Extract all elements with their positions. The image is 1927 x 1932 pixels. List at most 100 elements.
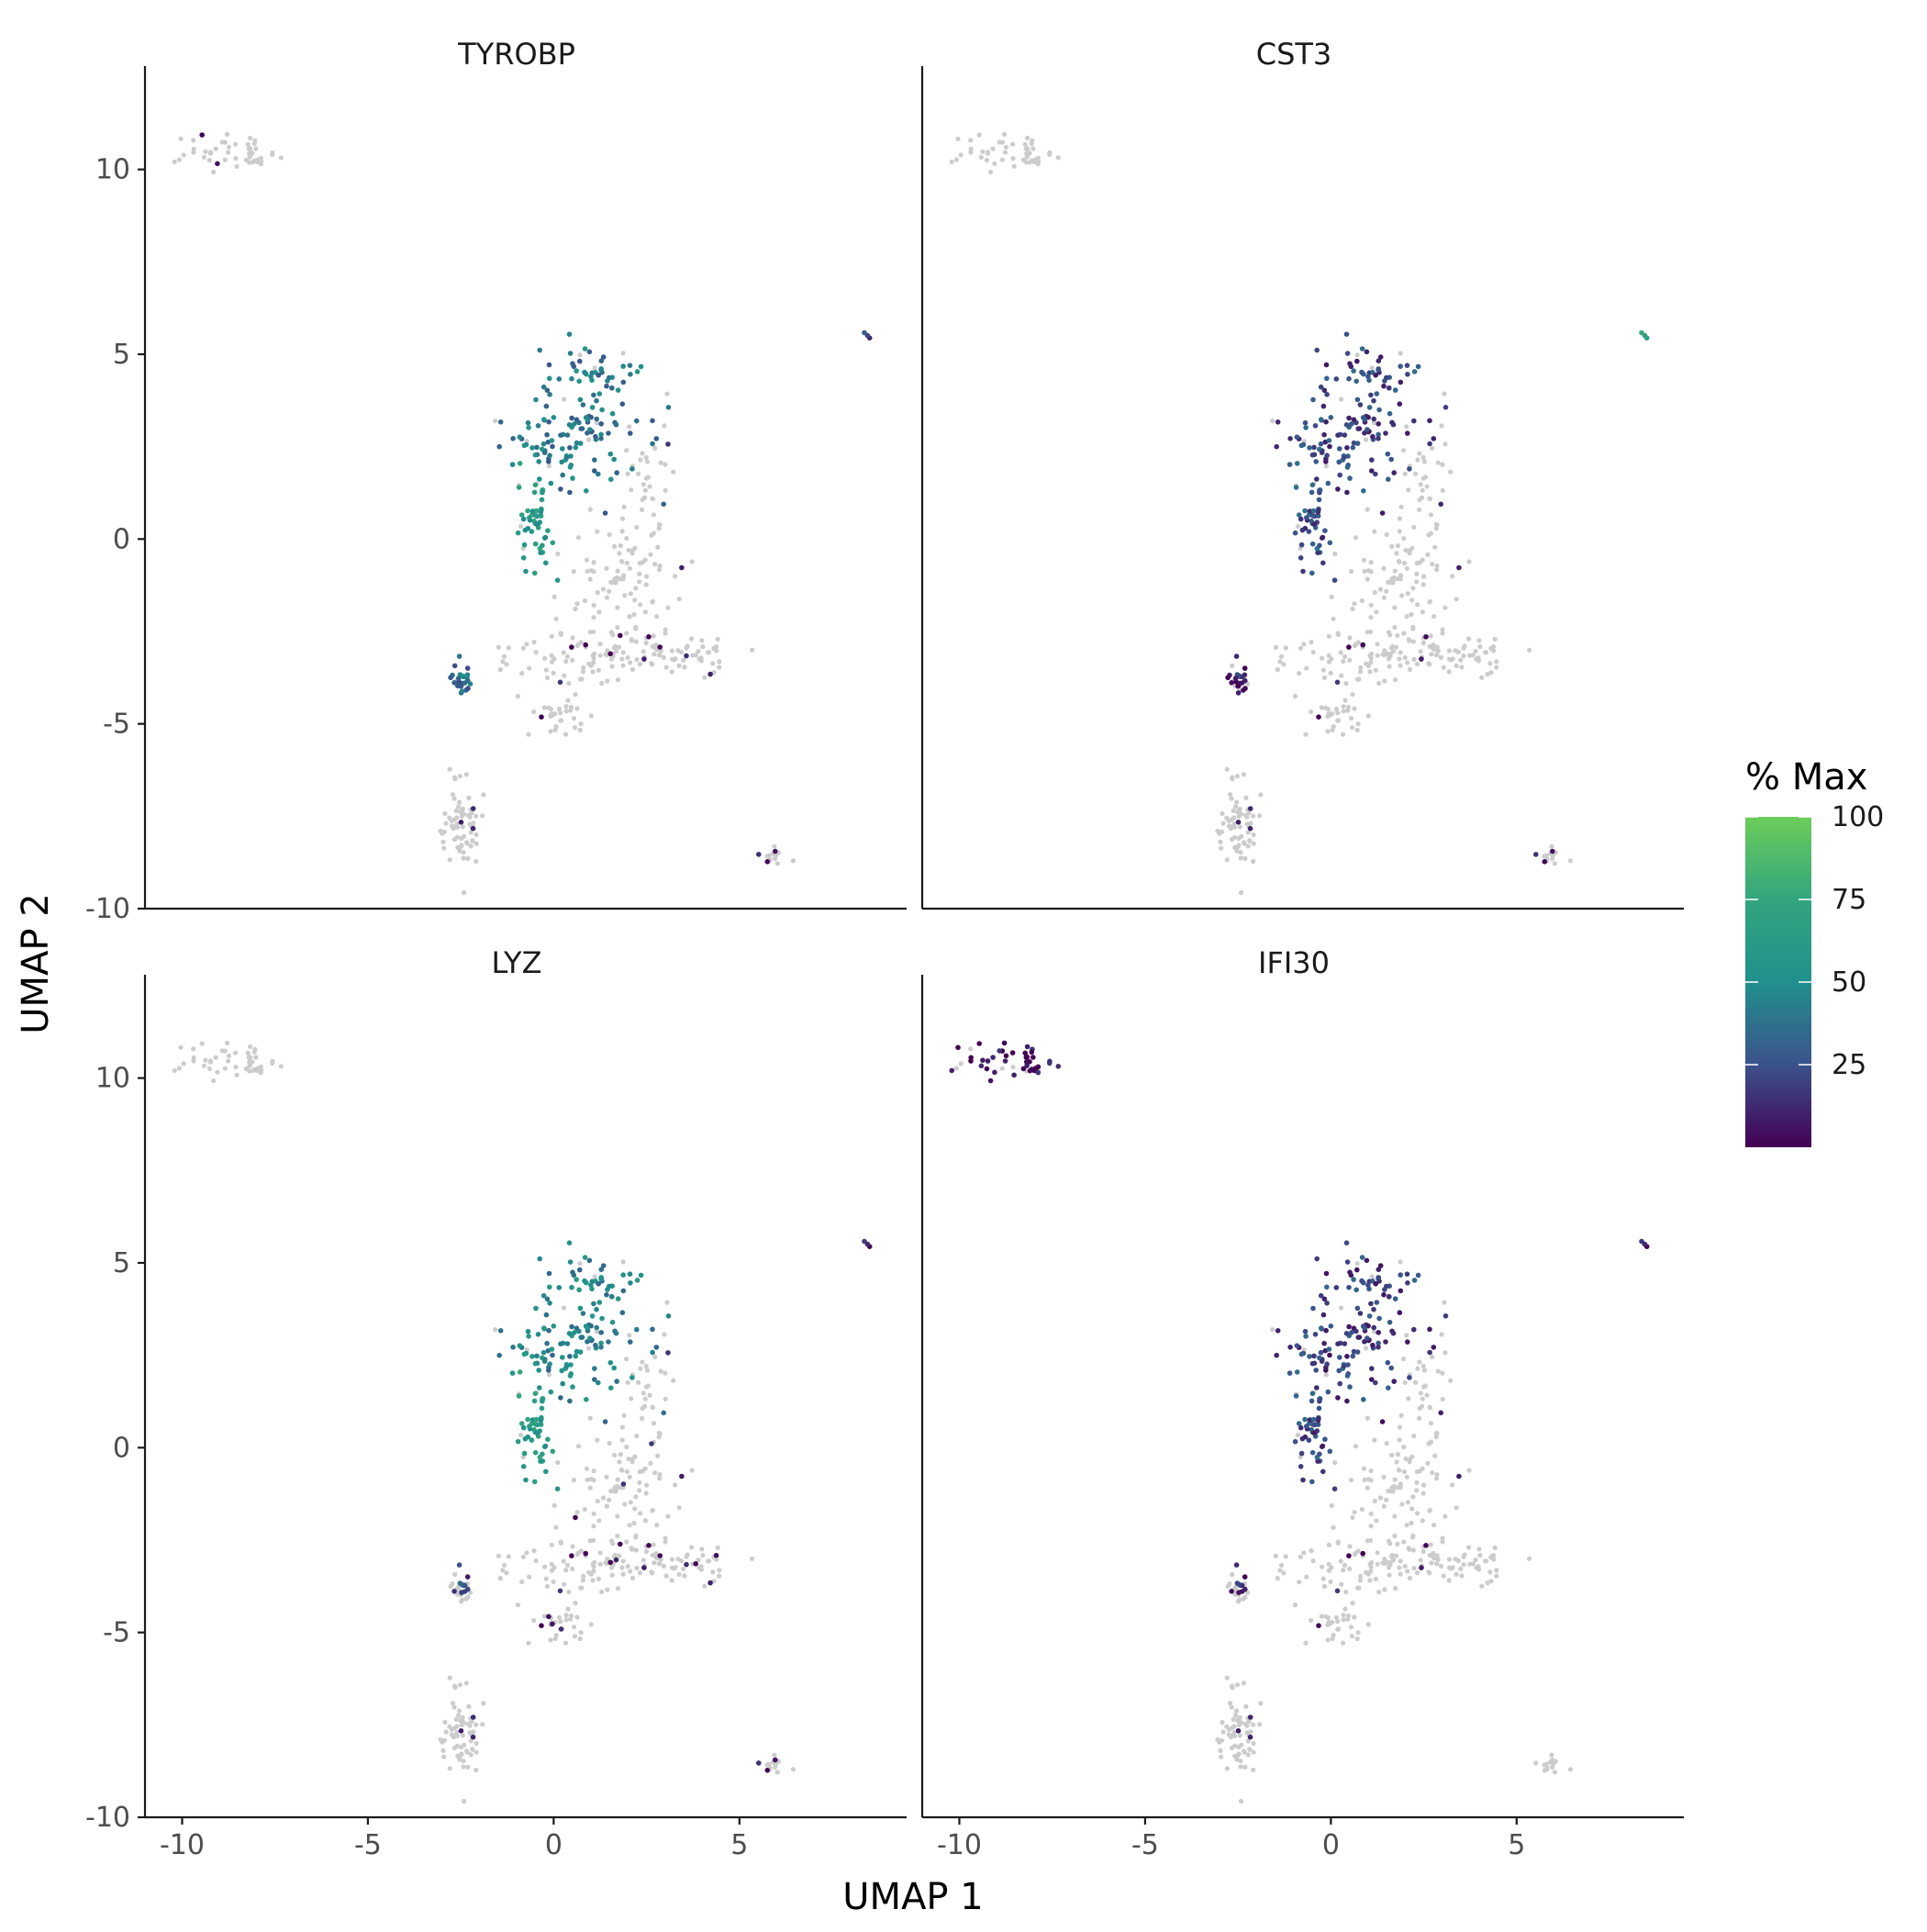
cell-point-expressing <box>1382 378 1387 384</box>
cell-point <box>1399 593 1405 598</box>
cell-point-expressing <box>1351 1277 1356 1282</box>
cell-point-expressing <box>1371 1324 1376 1331</box>
cell-point <box>657 564 663 569</box>
cell-point-expressing <box>1275 1328 1281 1334</box>
cell-point-expressing <box>1312 1332 1319 1337</box>
cell-point <box>1292 1603 1298 1608</box>
cell-point <box>1219 845 1224 851</box>
cell-point-expressing <box>546 419 551 425</box>
cell-point-expressing <box>521 1351 528 1357</box>
panel-title: IFI30 <box>1258 945 1330 980</box>
cell-point <box>713 644 718 650</box>
cell-point-expressing <box>1302 419 1309 426</box>
cell-point <box>750 647 755 653</box>
cell-point <box>591 560 596 565</box>
cell-point-expressing <box>539 1416 544 1422</box>
cell-point-expressing <box>629 466 635 472</box>
cell-point-expressing <box>1310 1422 1316 1427</box>
cell-point-expressing <box>569 415 574 421</box>
cell-point <box>466 1703 472 1709</box>
cell-point <box>603 1560 608 1566</box>
cell-point <box>1446 1578 1452 1583</box>
cell-point <box>673 1482 678 1488</box>
cell-point <box>1474 1565 1479 1570</box>
cell-point <box>696 1565 702 1570</box>
cell-point-expressing <box>1423 1543 1429 1548</box>
cell-point <box>644 1482 650 1488</box>
cell-point <box>1303 731 1309 737</box>
cell-point-expressing <box>1379 510 1386 516</box>
cell-point <box>1298 1554 1303 1559</box>
cell-point-expressing <box>534 1430 540 1435</box>
cell-point <box>624 448 629 453</box>
cell-point <box>533 650 539 655</box>
cell-point <box>613 649 619 654</box>
cell-point-expressing <box>1322 1436 1328 1442</box>
cell-point <box>1270 1327 1275 1333</box>
y-tick-label: 10 <box>95 1063 130 1095</box>
cell-point <box>1427 599 1432 605</box>
cell-point-expressing <box>1247 1734 1253 1740</box>
cell-point <box>577 727 583 733</box>
cell-point-expressing <box>1001 1040 1008 1046</box>
cell-point <box>1225 1583 1231 1589</box>
cell-point-expressing <box>543 403 550 409</box>
cell-point <box>579 1585 585 1591</box>
cell-point-expressing <box>566 422 573 428</box>
cell-point <box>250 1068 256 1074</box>
panel-title: TYROBP <box>457 37 575 72</box>
cell-point <box>1348 1625 1354 1630</box>
cell-point-expressing <box>1274 1352 1279 1358</box>
cell-point <box>1439 423 1444 429</box>
cell-point-expressing <box>1431 1345 1437 1350</box>
cell-point <box>1029 140 1034 146</box>
cell-point-expressing <box>650 1349 655 1356</box>
cell-point <box>592 365 597 371</box>
cell-point-expressing <box>529 529 535 534</box>
cell-point <box>225 131 230 137</box>
cell-point <box>468 1752 473 1758</box>
cell-point-expressing <box>613 421 619 428</box>
cell-point <box>441 1737 448 1743</box>
cell-point <box>643 454 649 461</box>
cell-point-expressing <box>550 1352 555 1358</box>
cell-point <box>643 582 649 587</box>
cell-point <box>1338 650 1343 655</box>
cell-point-expressing <box>1642 332 1648 339</box>
cell-point-expressing <box>459 1581 465 1588</box>
x-axis-title: UMAP 1 <box>842 1876 983 1918</box>
cell-point <box>233 1065 239 1070</box>
cell-point-expressing <box>1311 444 1317 451</box>
cell-point-expressing <box>497 1328 504 1334</box>
cell-point-expressing <box>1314 1256 1320 1262</box>
cell-point <box>663 631 668 636</box>
cell-point <box>1395 1452 1400 1457</box>
x-tick-label: 0 <box>1322 1829 1340 1861</box>
cell-point <box>1438 1563 1443 1569</box>
x-tick-label: 5 <box>1508 1829 1525 1861</box>
cell-point <box>1434 644 1440 650</box>
cell-point <box>1442 1300 1447 1305</box>
cell-point <box>1432 1453 1438 1458</box>
cell-point <box>1229 1725 1235 1731</box>
cell-point-expressing <box>1302 1328 1309 1335</box>
cell-point <box>637 1570 643 1576</box>
cell-point-expressing <box>537 347 542 353</box>
cell-point <box>619 1424 626 1430</box>
cell-point <box>1239 1720 1244 1725</box>
cell-point <box>1552 861 1557 866</box>
cell-point-expressing <box>525 1328 531 1335</box>
y-tick-label: -5 <box>103 709 130 741</box>
cell-point-expressing <box>1387 410 1393 417</box>
cell-point <box>1401 1357 1407 1362</box>
cell-point <box>1420 1363 1426 1369</box>
cell-point <box>473 1749 479 1755</box>
cell-point-expressing <box>1382 1287 1387 1292</box>
cell-point <box>1278 1562 1285 1568</box>
cell-point <box>1414 579 1420 585</box>
cell-point <box>597 1561 603 1567</box>
cell-point <box>620 573 627 578</box>
cell-point <box>627 1333 632 1338</box>
cell-point-expressing <box>1320 534 1326 541</box>
cell-point <box>570 1544 575 1549</box>
